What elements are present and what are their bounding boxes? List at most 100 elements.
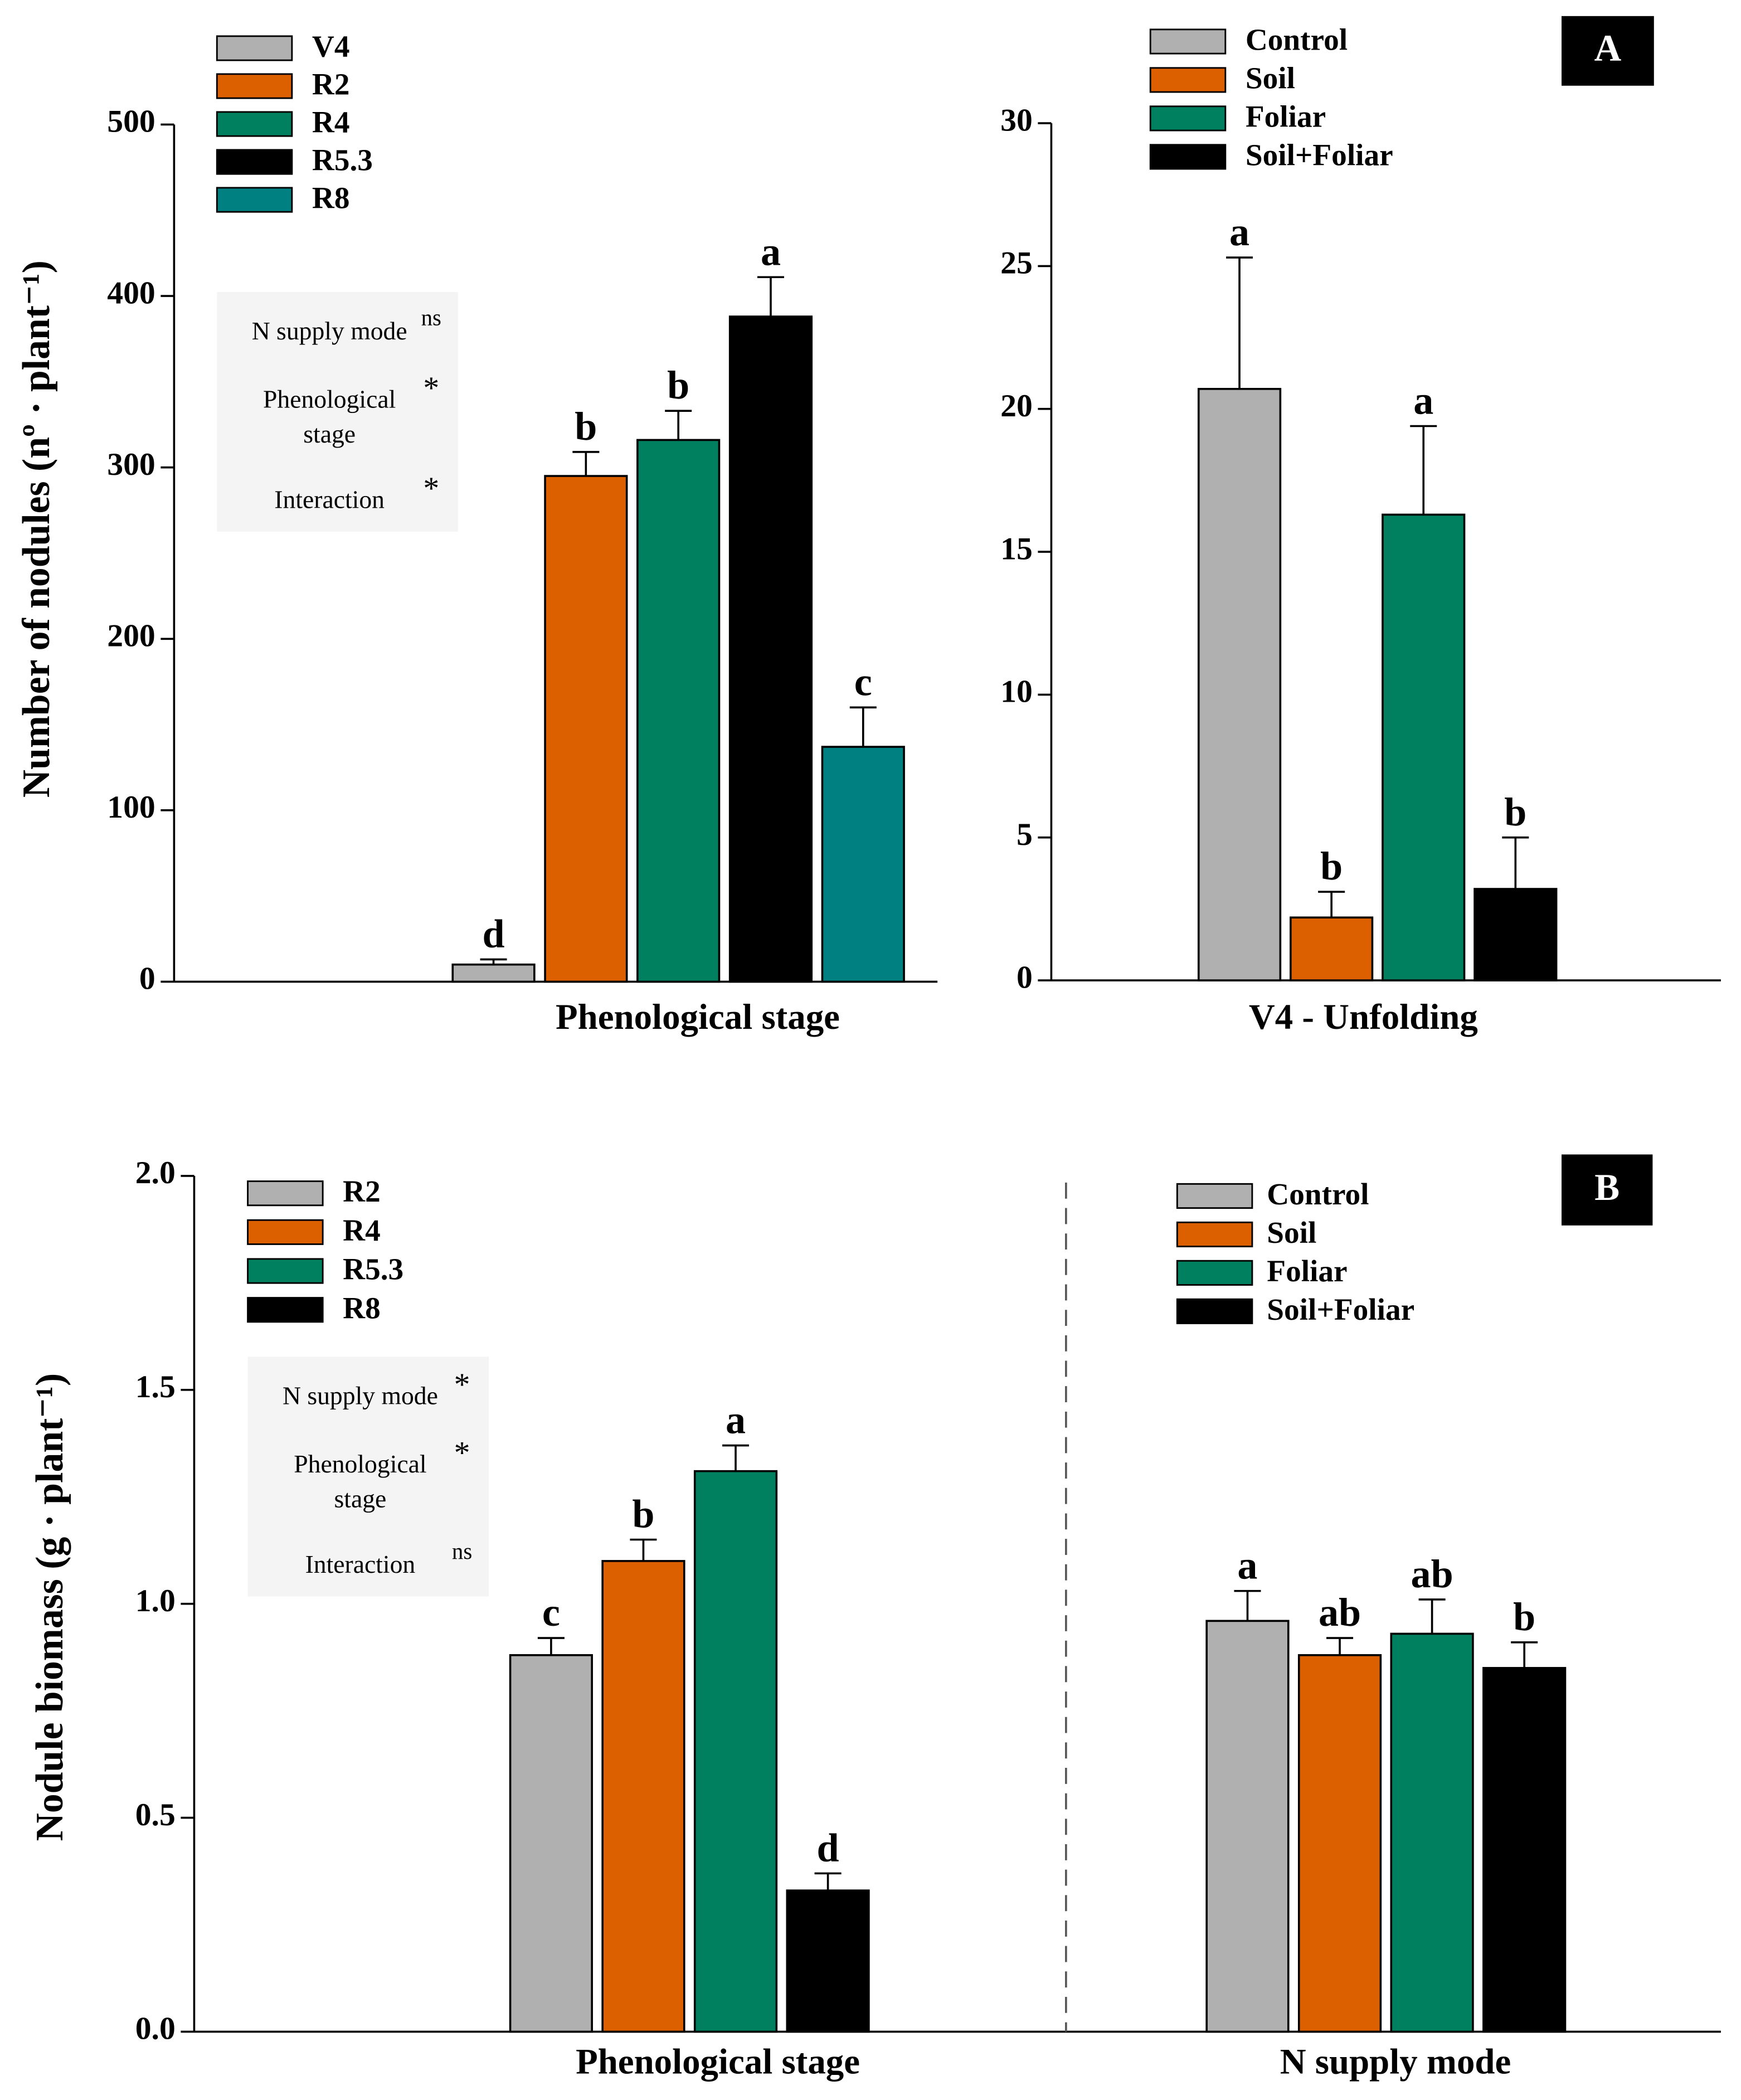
error-bar bbox=[630, 1538, 657, 1561]
legend-swatch bbox=[1149, 144, 1227, 170]
legend-swatch bbox=[1176, 1183, 1253, 1209]
x-axis-label: N supply mode bbox=[1280, 2041, 1511, 2082]
y-tick-label: 5 bbox=[1017, 817, 1033, 852]
legend-swatch bbox=[216, 187, 293, 213]
panel-label: B bbox=[1594, 1166, 1620, 1208]
error-bar bbox=[722, 1444, 750, 1471]
error-bar bbox=[1234, 1589, 1261, 1621]
stats-label: N supply mode bbox=[283, 1381, 438, 1409]
error-bar bbox=[1226, 256, 1253, 389]
legend-label: Foliar bbox=[1267, 1254, 1347, 1288]
legend-label: Soil bbox=[1267, 1216, 1316, 1250]
legend-label: Foliar bbox=[1246, 100, 1326, 134]
significance-letter: a bbox=[1237, 1543, 1257, 1588]
bar bbox=[1197, 388, 1282, 981]
stats-significance: * bbox=[423, 471, 439, 506]
stats-label: N supply mode bbox=[252, 317, 407, 345]
error-bar bbox=[757, 276, 785, 317]
legend-label: R4 bbox=[312, 105, 350, 139]
panel-box bbox=[1561, 1154, 1653, 1226]
legend-label: R2 bbox=[343, 1174, 381, 1208]
panel-label: A bbox=[1594, 27, 1622, 69]
bar bbox=[544, 475, 628, 983]
y-tick-label: 1.5 bbox=[135, 1369, 176, 1404]
legend-label: Soil bbox=[1246, 61, 1295, 95]
y-axis-label: Number of nodules (nº · plant⁻¹) bbox=[15, 260, 58, 798]
legend-label: R8 bbox=[312, 181, 350, 215]
y-tick-label: 20 bbox=[1000, 388, 1033, 424]
error-bar bbox=[572, 451, 600, 477]
stats-label: Interaction bbox=[305, 1550, 416, 1578]
stats-significance: ns bbox=[452, 1539, 472, 1564]
x-axis-label: Phenological stage bbox=[576, 2041, 860, 2082]
legend-label: R5.3 bbox=[312, 143, 373, 177]
stats-label: Phenological bbox=[263, 385, 396, 413]
error-bar bbox=[1502, 836, 1529, 889]
bar bbox=[601, 1560, 685, 2033]
legend-swatch bbox=[1149, 105, 1227, 132]
y-tick-label: 25 bbox=[1000, 246, 1033, 281]
bar bbox=[821, 746, 905, 983]
stats-label: stage bbox=[303, 420, 356, 448]
y-tick-label: 0.5 bbox=[135, 1797, 176, 1832]
y-tick-label: 15 bbox=[1000, 531, 1033, 566]
y-tick-label: 200 bbox=[107, 618, 155, 653]
significance-letter: b bbox=[632, 1492, 654, 1537]
error-bar bbox=[1410, 425, 1437, 515]
bar bbox=[1382, 513, 1466, 981]
legend-swatch bbox=[247, 1258, 324, 1284]
legend-swatch bbox=[1149, 67, 1227, 93]
legend-label: R5.3 bbox=[343, 1252, 403, 1286]
bar bbox=[1390, 1632, 1474, 2033]
significance-letter: b bbox=[667, 363, 689, 407]
significance-letter: b bbox=[1504, 790, 1526, 834]
legend-swatch bbox=[247, 1297, 324, 1323]
legend-label: R4 bbox=[343, 1213, 381, 1247]
stats-significance: * bbox=[454, 1367, 470, 1402]
legend-label: V4 bbox=[312, 30, 350, 64]
legend-swatch bbox=[216, 149, 293, 175]
legend-swatch bbox=[1149, 28, 1227, 55]
significance-letter: ab bbox=[1411, 1552, 1453, 1596]
error-bar bbox=[814, 1872, 842, 1891]
y-tick-label: 30 bbox=[1000, 103, 1033, 138]
legend-label: R2 bbox=[312, 67, 350, 101]
bar bbox=[693, 1470, 778, 2033]
significance-letter: a bbox=[726, 1398, 746, 1442]
stats-box bbox=[217, 291, 458, 532]
error-bar bbox=[1326, 1637, 1354, 1655]
stats-label: Interaction bbox=[274, 485, 385, 514]
error-bar bbox=[665, 410, 692, 440]
stats-box bbox=[247, 1357, 489, 1597]
stats-significance: * bbox=[423, 371, 439, 406]
stats-label: Phenological bbox=[294, 1450, 426, 1478]
significance-letter: a bbox=[1413, 378, 1433, 423]
y-tick-label: 2.0 bbox=[135, 1155, 176, 1190]
bar bbox=[1482, 1667, 1567, 2033]
bar bbox=[509, 1654, 593, 2033]
error-bar bbox=[1511, 1641, 1538, 1668]
bar bbox=[1297, 1654, 1382, 2033]
y-tick-label: 1.0 bbox=[135, 1583, 176, 1618]
bar bbox=[728, 315, 813, 983]
x-axis-label: V4 - Unfolding bbox=[1249, 997, 1478, 1037]
y-tick-label: 400 bbox=[107, 275, 155, 310]
y-tick-label: 10 bbox=[1000, 674, 1033, 709]
x-axis-label: Phenological stage bbox=[556, 997, 840, 1037]
bar bbox=[636, 439, 721, 983]
y-tick-label: 0 bbox=[1017, 960, 1033, 995]
stats-significance: * bbox=[454, 1435, 470, 1470]
error-bar bbox=[1418, 1598, 1446, 1634]
significance-letter: c bbox=[542, 1590, 560, 1635]
bar bbox=[451, 963, 536, 983]
y-tick-label: 0 bbox=[139, 961, 155, 996]
legend-label: R8 bbox=[343, 1291, 381, 1325]
bar bbox=[1473, 888, 1558, 981]
y-tick-label: 500 bbox=[107, 104, 155, 139]
y-axis-label: Nodule biomass (g · plant⁻¹) bbox=[28, 1373, 71, 1841]
significance-letter: d bbox=[817, 1825, 839, 1870]
legend-label: Control bbox=[1267, 1177, 1369, 1211]
significance-letter: c bbox=[854, 659, 872, 704]
legend-swatch bbox=[1176, 1221, 1253, 1247]
